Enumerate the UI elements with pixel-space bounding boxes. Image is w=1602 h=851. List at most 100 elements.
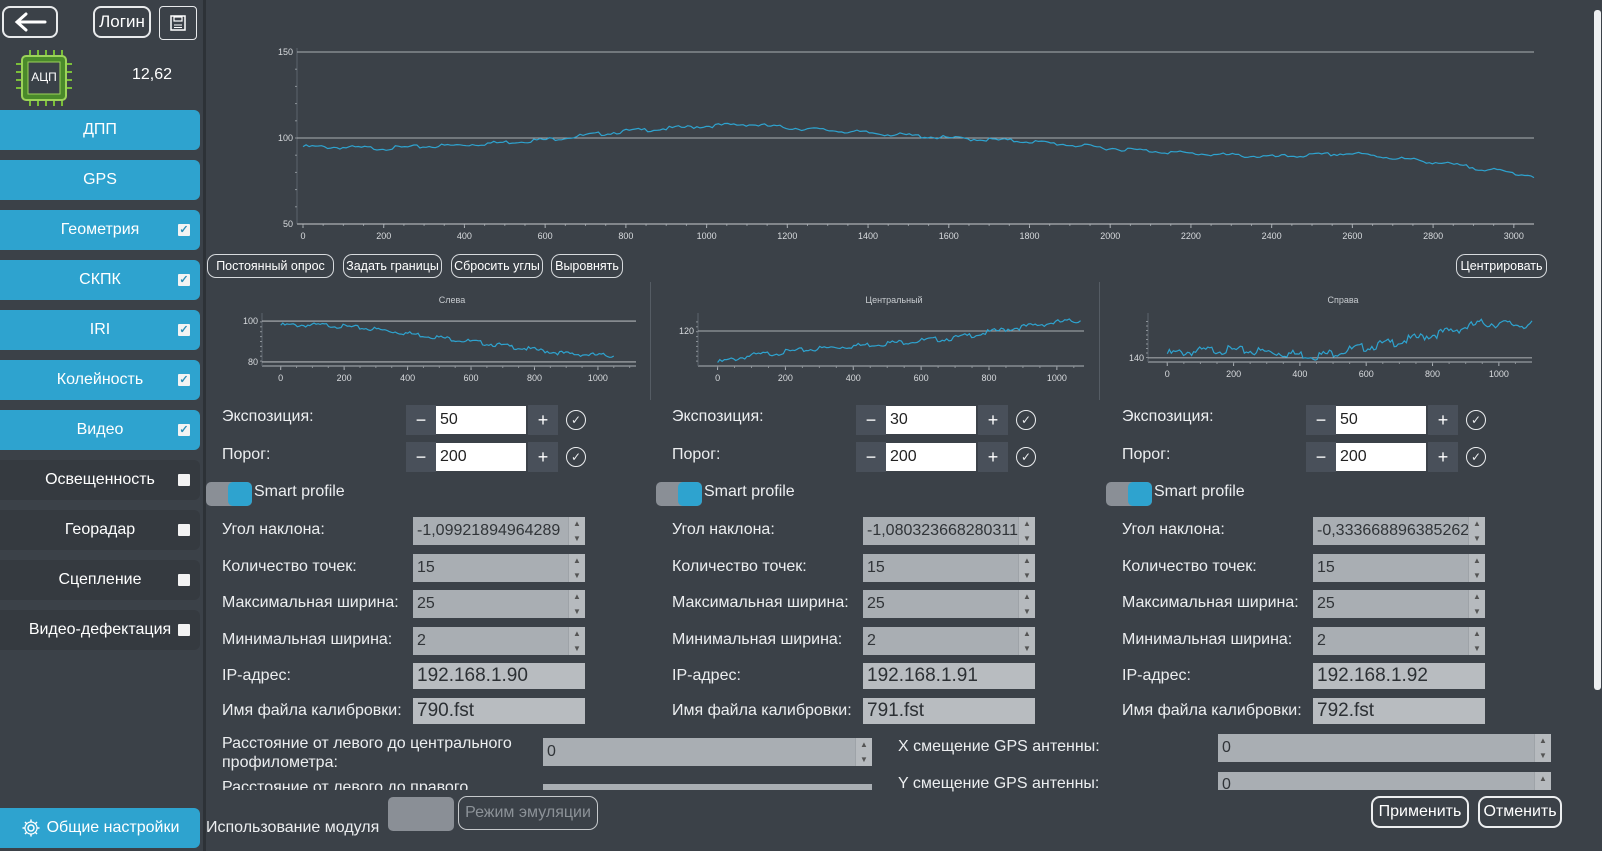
video-checkbox[interactable]: ✓ <box>178 424 190 436</box>
sidebar-item-skpk[interactable]: СКПК ✓ <box>0 260 200 300</box>
angle-stepper[interactable]: ▲ ▼ <box>568 517 585 545</box>
points-stepper[interactable]: ▲ ▼ <box>568 554 585 582</box>
continuous-poll-button[interactable]: Постоянный опрос <box>207 254 334 278</box>
sidebar-item-video-defects[interactable]: Видео-дефектация <box>0 610 200 650</box>
left-right-distance-input[interactable] <box>543 784 872 790</box>
ip-address-input[interactable]: 192.168.1.91 <box>863 663 1035 689</box>
max-width-stepper[interactable]: ▲ ▼ <box>568 590 585 618</box>
threshold-apply-check-icon[interactable]: ✓ <box>566 447 586 467</box>
illumination-checkbox[interactable] <box>178 474 190 486</box>
scrollbar[interactable] <box>1592 0 1602 808</box>
points-stepper[interactable]: ▲ ▼ <box>1468 554 1485 582</box>
exposure-minus-button[interactable]: − <box>1306 405 1336 435</box>
sidebar-item-rutting[interactable]: Колейность ✓ <box>0 360 200 400</box>
min-width-stepper[interactable]: ▲ ▼ <box>1018 627 1035 655</box>
iri-checkbox[interactable]: ✓ <box>178 324 190 336</box>
skpk-checkbox[interactable]: ✓ <box>178 274 190 286</box>
sidebar-item-illumination[interactable]: Освещенность <box>0 460 200 500</box>
x-tick-label: 0 <box>278 373 283 383</box>
exposure-plus-button[interactable]: + <box>1428 405 1458 435</box>
apply-button[interactable]: Применить <box>1371 796 1469 828</box>
grip-checkbox[interactable] <box>178 574 190 586</box>
module-use-toggle[interactable] <box>388 797 454 831</box>
max-width-stepper[interactable]: ▲ ▼ <box>1468 590 1485 618</box>
exposure-input[interactable]: 50 <box>1336 406 1426 434</box>
threshold-apply-check-icon[interactable]: ✓ <box>1466 447 1486 467</box>
max-width-stepper[interactable]: ▲ ▼ <box>1018 590 1035 618</box>
sidebar-item-dpp[interactable]: ДПП <box>0 110 200 150</box>
max-width-input[interactable]: 25 <box>863 590 1018 618</box>
video-defects-checkbox[interactable] <box>178 624 190 636</box>
threshold-minus-button[interactable]: − <box>856 442 886 472</box>
angle-input[interactable]: -0,333668896385262 <box>1313 517 1468 545</box>
threshold-input[interactable]: 200 <box>886 443 976 471</box>
smart-profile-toggle[interactable] <box>656 482 702 506</box>
threshold-plus-button[interactable]: + <box>978 442 1008 472</box>
angle-stepper[interactable]: ▲ ▼ <box>1018 517 1035 545</box>
threshold-input[interactable]: 200 <box>436 443 526 471</box>
points-input[interactable]: 15 <box>413 554 568 582</box>
points-stepper[interactable]: ▲ ▼ <box>1018 554 1035 582</box>
left-center-distance-input[interactable]: 0 <box>543 738 855 766</box>
exposure-minus-button[interactable]: − <box>856 405 886 435</box>
save-button[interactable] <box>159 6 197 40</box>
min-width-stepper[interactable]: ▲ ▼ <box>568 627 585 655</box>
threshold-input[interactable]: 200 <box>1336 443 1426 471</box>
exposure-apply-check-icon[interactable]: ✓ <box>1466 410 1486 430</box>
angle-input[interactable]: -1,09921894964289⁠ <box>413 517 568 545</box>
gps-y-input[interactable]: 0 <box>1218 772 1534 790</box>
angle-input[interactable]: -1,080323668280311 <box>863 517 1018 545</box>
gps-x-stepper[interactable]: ▲ ▼ <box>1534 734 1551 762</box>
set-bounds-button[interactable]: Задать границы <box>343 254 442 278</box>
min-width-input[interactable]: 2 <box>863 627 1018 655</box>
ip-address-input[interactable]: 192.168.1.90 <box>413 663 585 689</box>
back-button[interactable] <box>2 6 58 38</box>
scrollbar-thumb[interactable] <box>1594 10 1601 690</box>
gps-y-stepper[interactable]: ▲ <box>1534 772 1551 790</box>
sidebar-item-iri[interactable]: IRI ✓ <box>0 310 200 350</box>
exposure-apply-check-icon[interactable]: ✓ <box>566 410 586 430</box>
reset-angles-button[interactable]: Сбросить углы <box>451 254 543 278</box>
exposure-input[interactable]: 50 <box>436 406 526 434</box>
gps-x-input[interactable]: 0 <box>1218 734 1534 762</box>
sidebar-item-geometry[interactable]: Геометрия ✓ <box>0 210 200 250</box>
threshold-plus-button[interactable]: + <box>528 442 558 472</box>
calibration-file-input[interactable]: 791.fst <box>863 698 1035 724</box>
calibration-file-input[interactable]: 792.fst <box>1313 698 1485 724</box>
angle-stepper[interactable]: ▲ ▼ <box>1468 517 1485 545</box>
geometry-checkbox[interactable]: ✓ <box>178 224 190 236</box>
sidebar-item-gps[interactable]: GPS <box>0 160 200 200</box>
emulation-mode-button[interactable]: Режим эмуляции <box>458 796 598 830</box>
smart-profile-toggle[interactable] <box>206 482 252 506</box>
points-input[interactable]: 15 <box>1313 554 1468 582</box>
exposure-input[interactable]: 30 <box>886 406 976 434</box>
calibration-file-input[interactable]: 790.fst <box>413 698 585 724</box>
left-center-distance-stepper[interactable]: ▲ ▼ <box>855 738 872 766</box>
sidebar-item-grip[interactable]: Сцепление <box>0 560 200 600</box>
min-width-stepper[interactable]: ▲ ▼ <box>1468 627 1485 655</box>
sidebar-item-georadar[interactable]: Георадар <box>0 510 200 550</box>
sidebar-item-video[interactable]: Видео ✓ <box>0 410 200 450</box>
smart-profile-toggle[interactable] <box>1106 482 1152 506</box>
exposure-plus-button[interactable]: + <box>528 405 558 435</box>
rutting-checkbox[interactable]: ✓ <box>178 374 190 386</box>
exposure-minus-button[interactable]: − <box>406 405 436 435</box>
exposure-apply-check-icon[interactable]: ✓ <box>1016 410 1036 430</box>
threshold-apply-check-icon[interactable]: ✓ <box>1016 447 1036 467</box>
max-width-input[interactable]: 25 <box>413 590 568 618</box>
ip-address-input[interactable]: 192.168.1.92 <box>1313 663 1485 689</box>
points-input[interactable]: 15 <box>863 554 1018 582</box>
threshold-minus-button[interactable]: − <box>1306 442 1336 472</box>
georadar-checkbox[interactable] <box>178 524 190 536</box>
center-button[interactable]: Центрировать <box>1456 254 1547 278</box>
threshold-plus-button[interactable]: + <box>1428 442 1458 472</box>
min-width-input[interactable]: 2 <box>1313 627 1468 655</box>
min-width-input[interactable]: 2 <box>413 627 568 655</box>
exposure-plus-button[interactable]: + <box>978 405 1008 435</box>
threshold-minus-button[interactable]: − <box>406 442 436 472</box>
cancel-button[interactable]: Отменить <box>1478 796 1562 828</box>
align-button[interactable]: Выровнять <box>551 254 623 278</box>
general-settings-button[interactable]: Общие настройки <box>0 808 200 848</box>
login-button[interactable]: Логин <box>93 6 151 38</box>
max-width-input[interactable]: 25 <box>1313 590 1468 618</box>
